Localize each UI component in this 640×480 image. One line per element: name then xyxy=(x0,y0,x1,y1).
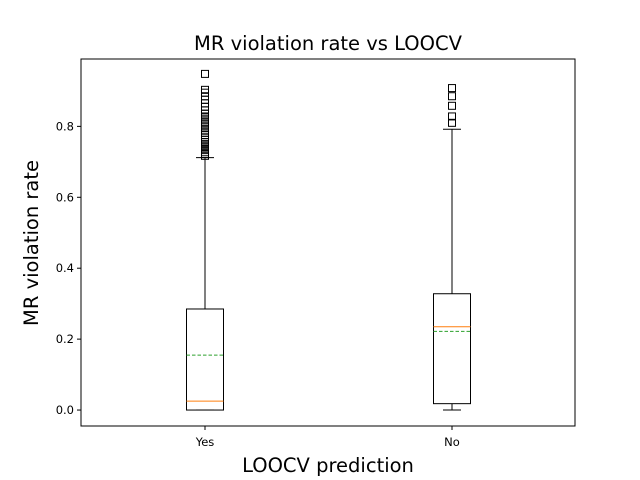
outlier-point xyxy=(448,118,456,127)
outlier-point xyxy=(201,69,209,78)
y-tick-label: 0.6 xyxy=(56,190,74,204)
x-tick-label: Yes xyxy=(195,435,215,449)
y-tick-label: 0.8 xyxy=(56,119,74,133)
x-tick-label: No xyxy=(444,435,460,449)
outlier-point xyxy=(448,101,456,110)
y-axis-label: MR violation rate xyxy=(20,160,43,326)
x-axis-label: LOOCV prediction xyxy=(242,454,414,477)
outlier-point xyxy=(201,85,209,94)
outlier-point xyxy=(201,123,209,132)
outlier-point xyxy=(201,128,209,137)
outlier-point xyxy=(448,112,456,121)
outlier-point xyxy=(448,92,456,101)
box xyxy=(433,293,471,405)
outlier-point xyxy=(448,84,456,93)
box xyxy=(186,308,224,411)
y-tick-label: 0.4 xyxy=(56,261,74,275)
plot-area: 0.0 0.2 0.4 0.6 0.8 Yes No xyxy=(56,69,471,449)
chart-title: MR violation rate vs LOOCV xyxy=(194,32,463,55)
plot-frame xyxy=(80,58,576,427)
y-tick-label: 0.0 xyxy=(56,403,74,417)
y-tick-label: 0.2 xyxy=(56,332,74,346)
outlier-point xyxy=(201,131,209,140)
